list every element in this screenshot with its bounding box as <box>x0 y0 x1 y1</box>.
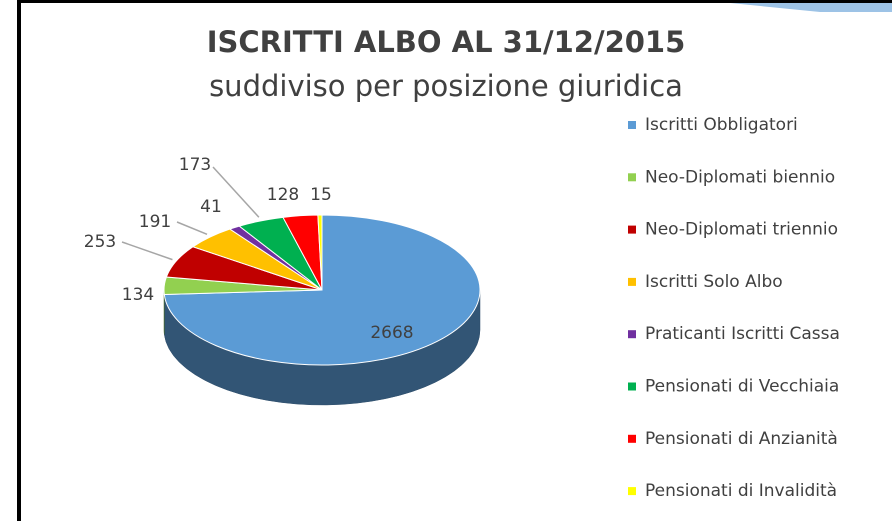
legend-swatch <box>628 382 636 391</box>
legend-label: Pensionati di Vecchiaia <box>645 377 839 397</box>
legend-swatch <box>628 173 636 182</box>
data-label: 41 <box>200 197 222 217</box>
data-label: 128 <box>267 185 299 205</box>
legend-swatch <box>628 434 636 443</box>
legend: Iscritti Obbligatori Neo-Diplomati bienni… <box>628 115 840 501</box>
chart-subtitle: suddiviso per posizione giuridica <box>209 69 683 103</box>
data-label: 134 <box>122 285 154 305</box>
frame-top <box>17 0 892 3</box>
leader-line <box>212 166 260 218</box>
legend-swatch <box>628 330 636 339</box>
legend-swatch <box>628 225 636 234</box>
legend-label: Iscritti Solo Albo <box>645 272 783 292</box>
data-label: 253 <box>84 232 116 252</box>
legend-label: Praticanti Iscritti Cassa <box>645 324 840 344</box>
legend-label: Pensionati di Invalidità <box>645 481 837 501</box>
leader-line <box>121 241 173 261</box>
slice <box>317 214 323 291</box>
data-label: 191 <box>139 212 171 232</box>
data-label: 2668 <box>370 323 413 343</box>
legend-swatch <box>628 121 636 129</box>
legend-swatch <box>628 277 636 286</box>
pie: 2668 134 253 191 41 173 128 15 <box>84 155 481 406</box>
chart-title: ISCRITTI ALBO AL 31/12/2015 <box>207 25 686 59</box>
legend-label: Pensionati di Anzianità <box>645 429 838 449</box>
frame-left <box>17 0 21 521</box>
legend-label: Iscritti Obbligatori <box>645 115 798 135</box>
data-label: 173 <box>179 155 211 175</box>
leader-line <box>176 221 208 236</box>
legend-swatch <box>628 487 636 496</box>
legend-label: Neo-Diplomati biennio <box>645 167 835 187</box>
data-label: 15 <box>310 185 332 205</box>
legend-label: Neo-Diplomati triennio <box>645 220 838 240</box>
